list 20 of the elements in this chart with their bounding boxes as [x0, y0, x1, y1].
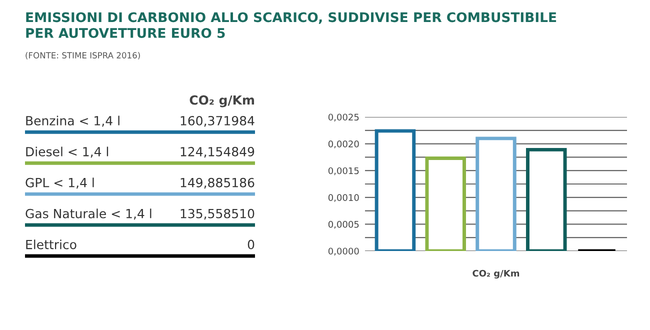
- text: 160,371984: [180, 116, 254, 127]
- text: CO₂ g/Km: [190, 95, 254, 108]
- y-tick-label: 0,0025: [328, 114, 359, 122]
- text: (FONTE: STIME ISPRA 2016): [26, 52, 140, 60]
- y-tick-label: 0,0010: [328, 194, 359, 202]
- y-tick-label: 0,0020: [328, 140, 359, 148]
- text: 149,885186: [180, 178, 254, 189]
- text: 124,154849: [180, 146, 254, 158]
- category-label: Elettrico: [26, 240, 76, 250]
- text: 135,558510: [180, 208, 254, 220]
- y-tick-label: 0,0000: [328, 248, 359, 256]
- category-label: Gas Naturale < 1,4 l: [26, 208, 152, 220]
- category-label: Benzina < 1,4 l: [26, 116, 120, 127]
- x-axis-title: CO₂ g/Km: [472, 270, 520, 278]
- category-label: GPL < 1,4 l: [26, 178, 94, 189]
- text: 0: [248, 240, 254, 250]
- y-tick-label: 0,0005: [328, 220, 359, 229]
- category-label: Diesel < 1,4 l: [26, 146, 108, 158]
- y-tick-label: 0,0015: [328, 167, 359, 176]
- text: EMISSIONI DI CARBONIO ALLO SCARICO, SUDDIVISE PER COMBUSTIBILE PER AUTOVETTURE EURO 5: [26, 12, 556, 38]
